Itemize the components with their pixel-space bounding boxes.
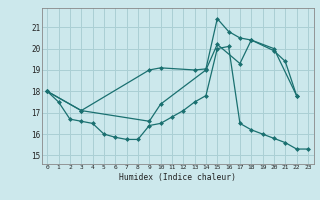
X-axis label: Humidex (Indice chaleur): Humidex (Indice chaleur) xyxy=(119,173,236,182)
